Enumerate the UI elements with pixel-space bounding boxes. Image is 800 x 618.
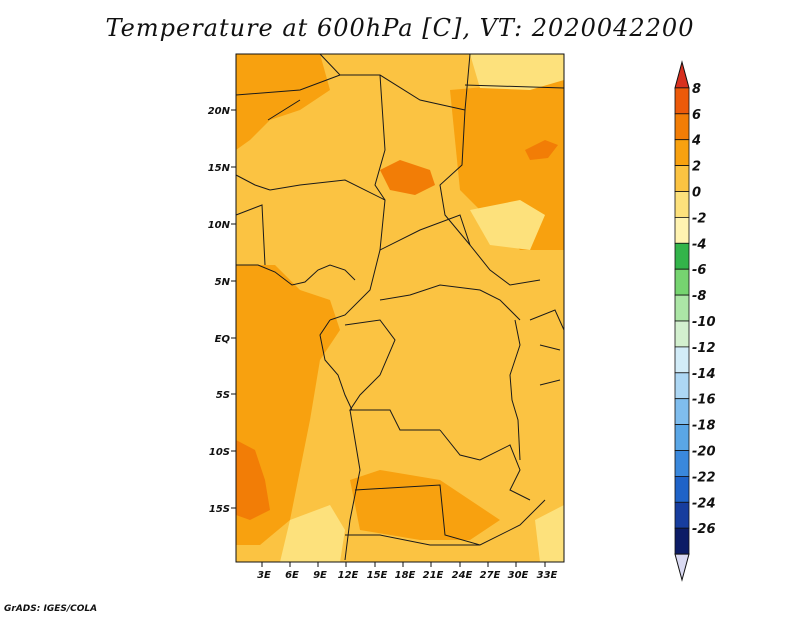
colorbar-level-label: -24 xyxy=(692,496,716,511)
sahara-warm-area xyxy=(236,54,330,150)
lat-label-10s: 10S xyxy=(209,447,230,458)
sudan-warm-area xyxy=(450,80,564,250)
lon-label-18e: 18E xyxy=(395,570,416,581)
angola-warm-area xyxy=(350,470,500,540)
longitude-labels: 3E 6E 9E 12E 15E 18E 21E 24E 27E 30E 33E xyxy=(257,562,558,581)
border-namibia xyxy=(354,484,546,546)
lat-label-5s: 5S xyxy=(216,390,230,401)
colorbar-swatch xyxy=(674,242,690,270)
lat-label-15s: 15S xyxy=(209,504,230,515)
colorbar-swatch xyxy=(674,475,690,503)
colorbar-swatch xyxy=(674,294,690,322)
cool-area-southeast xyxy=(535,505,564,562)
lat-label-eq: EQ xyxy=(215,334,231,345)
colorbar-swatch xyxy=(674,424,690,451)
colorbar-swatch xyxy=(674,501,690,529)
colorbar-level-label: 0 xyxy=(692,186,701,201)
hot-spot-southwest xyxy=(236,440,270,520)
colorbar: 8 6 4 2 0 -2 -4 -6 -8 -10 -12 -14 -16 -18 -20 -22 -24 -26 xyxy=(674,60,716,582)
border-angola-west xyxy=(344,409,361,561)
cool-area-north xyxy=(470,54,564,90)
colorbar-level-label: -12 xyxy=(692,341,716,356)
colorbar-level-label: -10 xyxy=(692,315,716,330)
border-zambia xyxy=(439,429,531,501)
coastline-gabon-angola xyxy=(319,319,353,411)
map-frame xyxy=(235,53,565,563)
border-niger-chad xyxy=(267,74,386,201)
colorbar-top-arrow xyxy=(674,60,690,89)
chart-title: Temperature at 600hPa [C], VT: 202004220… xyxy=(105,14,695,42)
colorbar-swatch xyxy=(674,346,690,374)
coastline-guinea-gulf xyxy=(236,264,356,286)
lake-victoria-area xyxy=(529,309,565,386)
border-mali-niger xyxy=(235,74,341,96)
lon-label-9e: 9E xyxy=(313,570,327,581)
colorbar-swatch xyxy=(674,268,690,296)
colorbar-bottom-arrow xyxy=(674,553,690,582)
colorbar-swatch xyxy=(674,450,690,477)
colorbar-swatch xyxy=(674,165,690,192)
border-west-africa xyxy=(235,174,271,266)
border-botswana xyxy=(345,534,480,546)
border-chad-sudan xyxy=(439,84,565,246)
lon-label-30e: 30E xyxy=(508,570,529,581)
hot-spot-sudan xyxy=(525,140,558,160)
cool-area-central xyxy=(470,200,545,250)
lon-label-3e: 3E xyxy=(257,570,271,581)
colorbar-level-label: -20 xyxy=(692,445,716,460)
colorbar-level-label: 8 xyxy=(692,82,701,97)
colorbar-level-label: -14 xyxy=(692,367,716,382)
temperature-field xyxy=(236,54,564,562)
colorbar-level-label: 6 xyxy=(692,108,701,123)
colorbar-level-label: -22 xyxy=(692,470,716,485)
colorbar-level-label: -8 xyxy=(692,289,706,304)
credit-text: GrADS: IGES/COLA xyxy=(4,604,98,614)
border-congo xyxy=(344,319,440,431)
lon-label-15e: 15E xyxy=(367,570,388,581)
colorbar-swatch xyxy=(674,527,690,555)
lat-label-5n: 5N xyxy=(215,277,231,288)
lon-label-27e: 27E xyxy=(480,570,501,581)
colorbar-swatch xyxy=(674,372,690,400)
cool-area-namibia xyxy=(280,505,345,562)
colorbar-swatch xyxy=(674,87,690,115)
colorbar-level-label: -16 xyxy=(692,393,716,408)
colorbar-level-label: 4 xyxy=(691,134,701,149)
colorbar-swatch xyxy=(674,113,690,141)
lon-label-21e: 21E xyxy=(423,570,444,581)
border-car xyxy=(379,214,541,286)
colorbar-level-label: -6 xyxy=(692,263,706,278)
border-drc-north xyxy=(379,284,521,321)
colorbar-level-label: -26 xyxy=(692,522,716,537)
colorbar-swatch xyxy=(674,216,690,244)
colorbar-swatch xyxy=(674,139,690,166)
lat-label-15n: 15N xyxy=(208,163,231,174)
lat-label-20n: 20N xyxy=(208,106,231,117)
country-borders xyxy=(235,53,565,561)
colorbar-level-label: -2 xyxy=(692,211,706,226)
lon-label-33e: 33E xyxy=(537,570,558,581)
latitude-labels: 20N 15N 10N 5N EQ 5S 10S 15S xyxy=(208,106,236,515)
lat-label-10n: 10N xyxy=(208,220,231,231)
lakes-east xyxy=(509,319,521,461)
colorbar-swatch xyxy=(674,398,690,426)
border-niger-libya xyxy=(319,53,471,111)
border-nigeria-cameroon xyxy=(269,179,386,321)
lon-label-12e: 12E xyxy=(338,570,359,581)
colorbar-level-label: 2 xyxy=(692,160,701,175)
colorbar-swatch xyxy=(674,191,690,218)
colorbar-swatch xyxy=(674,320,690,348)
lon-label-24e: 24E xyxy=(452,570,473,581)
colorbar-level-label: -4 xyxy=(692,237,706,252)
lon-label-6e: 6E xyxy=(285,570,299,581)
hot-spot-chad xyxy=(380,160,435,195)
colorbar-level-label: -18 xyxy=(692,419,716,434)
